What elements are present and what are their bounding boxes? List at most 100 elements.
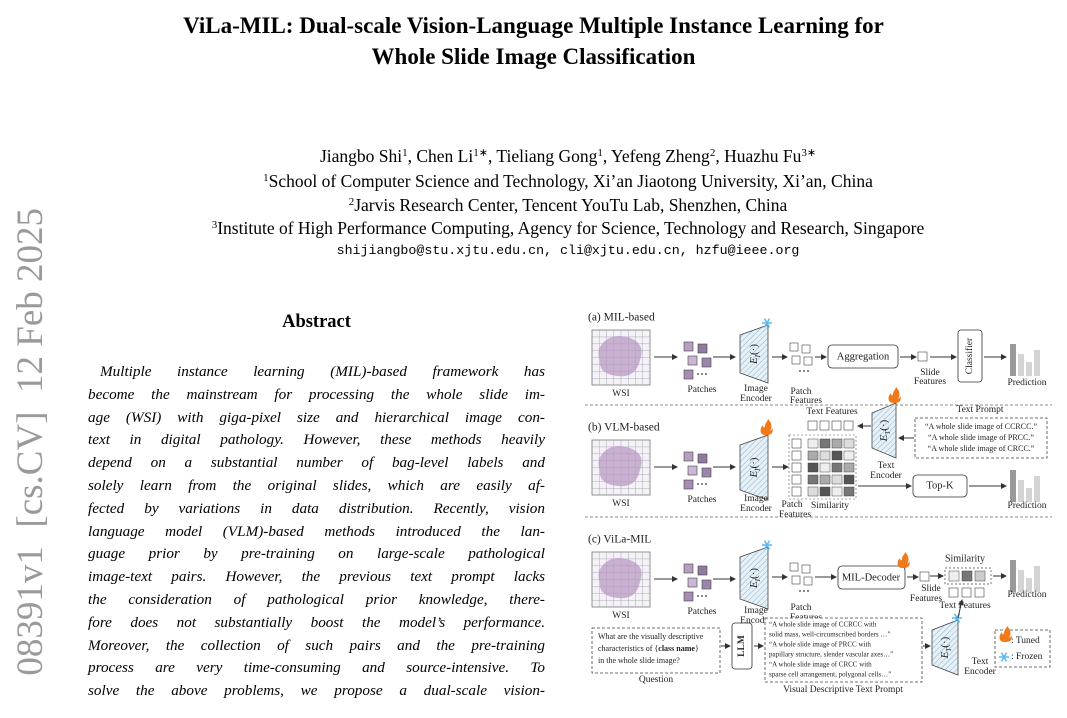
encoder — [871, 402, 897, 459]
arxiv-stamp: 08391v1 [cs.CV] 12 Feb 2025 — [10, 208, 51, 676]
figure-label: Visual Descriptive Text Prompt — [783, 685, 903, 695]
author-separator: , — [407, 146, 417, 166]
author-name: Huazhu Fu — [724, 146, 802, 166]
prediction-bar — [1034, 476, 1040, 502]
encoder-symbol-sub: I — [754, 578, 762, 582]
author-sup: 1∗ — [473, 147, 488, 159]
abstract-line: become the mainstream for processing the… — [88, 385, 545, 403]
author-name: Yefeng Zheng — [610, 146, 710, 166]
descriptive-prompt-line: papillary structure, slender vascular ax… — [769, 651, 893, 659]
abstract-line: depend on a substantial number of bag-le… — [88, 454, 545, 472]
figure-label: Image — [744, 494, 768, 504]
figure-label: Patch — [790, 387, 811, 397]
encoder-symbol-args: (·) — [748, 344, 760, 355]
prediction-bar — [1026, 362, 1032, 376]
similarity-cell — [807, 462, 819, 473]
emails: shijiangbo@stu.xjtu.edu.cn, cli@xjtu.edu… — [336, 243, 800, 258]
ellipsis-dot — [697, 373, 699, 375]
prediction-bar — [1034, 566, 1040, 592]
patch — [683, 563, 694, 574]
text-feature — [843, 420, 854, 431]
figure-label: Similarity — [811, 501, 849, 511]
similarity-cell — [819, 474, 831, 485]
figure-label: Features — [790, 396, 822, 406]
figure-label: Prediction — [1007, 378, 1046, 388]
similarity-cell — [819, 438, 831, 449]
figure-label: Image — [744, 384, 768, 394]
author-separator: , — [602, 146, 611, 166]
similarity-cell — [843, 474, 855, 485]
patch-feature — [791, 438, 802, 449]
descriptive-prompt-line: solid mass, well-circumscribed borders …… — [769, 631, 891, 639]
text-feature — [807, 420, 818, 431]
affiliation: 1School of Computer Science and Technolo… — [0, 170, 1067, 194]
patch — [683, 451, 694, 462]
affiliation-sup: 1 — [263, 172, 269, 184]
patch — [683, 369, 694, 380]
author-sup: 2 — [709, 147, 716, 159]
similarity-cell — [819, 486, 831, 497]
paper-title: ViLa-MIL: Dual-scale Vision-Language Mul… — [0, 10, 1067, 72]
question-text: } — [695, 644, 699, 653]
frozen-icon — [762, 318, 772, 328]
authors: Jiangbo Shi1, Chen Li1∗, Tieliang Gong1,… — [0, 145, 1067, 167]
box — [912, 474, 968, 498]
question-text: characteristics of { — [598, 644, 658, 653]
patch-feature — [791, 450, 802, 461]
encoder-symbol: ET(·) — [878, 419, 892, 442]
affiliation-text: Jarvis Research Center, Tencent YouTu La… — [354, 194, 788, 215]
encoder-symbol-base: E — [748, 471, 760, 479]
abstract-line: fore does not substantially boost the mo… — [88, 613, 545, 631]
author-name: Jiangbo Shi — [319, 146, 403, 166]
figure-label: Encoder — [740, 616, 772, 626]
figure-label: Patches — [687, 607, 716, 617]
ellipsis-dot — [803, 590, 805, 592]
ellipsis-dot — [807, 590, 809, 592]
text-prompt: “A whole slide image of CRCC.” — [928, 444, 1035, 453]
figure-label: WSI — [612, 611, 629, 621]
figure-label: Similarity — [945, 553, 985, 564]
figure-label: Features — [914, 377, 946, 387]
feature — [803, 576, 813, 586]
ellipsis-dot — [697, 483, 699, 485]
encoder-symbol-base: E — [748, 357, 760, 365]
box — [957, 329, 983, 383]
slide-feature — [919, 571, 930, 582]
figure-label: MIL-Decoder — [842, 572, 901, 583]
prompt-box — [914, 417, 1048, 459]
affiliation-text: Institute of High Performance Computing,… — [217, 218, 925, 239]
encoder-symbol-base: E — [878, 434, 890, 442]
author-separator: , — [715, 146, 725, 166]
patch — [687, 465, 698, 476]
affiliation: 3Institute of High Performance Computing… — [0, 217, 1067, 241]
text-feature — [819, 420, 830, 431]
patch-feature — [791, 462, 802, 473]
abstract-line: Moreover, the collection of such pairs a… — [88, 636, 545, 654]
tuned-icon — [999, 626, 1012, 642]
feature — [791, 355, 801, 365]
similarity-cell — [831, 462, 843, 473]
figure-label: Prediction — [1007, 501, 1046, 511]
encoder — [739, 546, 769, 610]
legend-label: : Frozen — [1011, 652, 1043, 662]
ellipsis-dot — [697, 595, 699, 597]
figure-label: Aggregation — [837, 351, 890, 362]
tissue — [598, 336, 642, 377]
encoder-symbol: EI(·) — [748, 344, 762, 365]
abstract-line: solely learn from the original slides, w… — [88, 476, 545, 494]
ellipsis-dot — [705, 373, 707, 375]
patch — [687, 577, 698, 588]
tuned-icon — [888, 387, 901, 403]
box — [827, 344, 899, 369]
question-line: characteristics of {class name} — [598, 644, 699, 653]
prediction-bar — [1010, 470, 1016, 502]
similarity-cell — [807, 486, 819, 497]
prediction-bar — [1018, 570, 1024, 592]
encoder — [931, 619, 959, 676]
similarity-cell — [974, 570, 986, 582]
text-feature — [974, 587, 985, 598]
frozen-icon — [762, 540, 772, 550]
similarity-cell — [843, 462, 855, 473]
